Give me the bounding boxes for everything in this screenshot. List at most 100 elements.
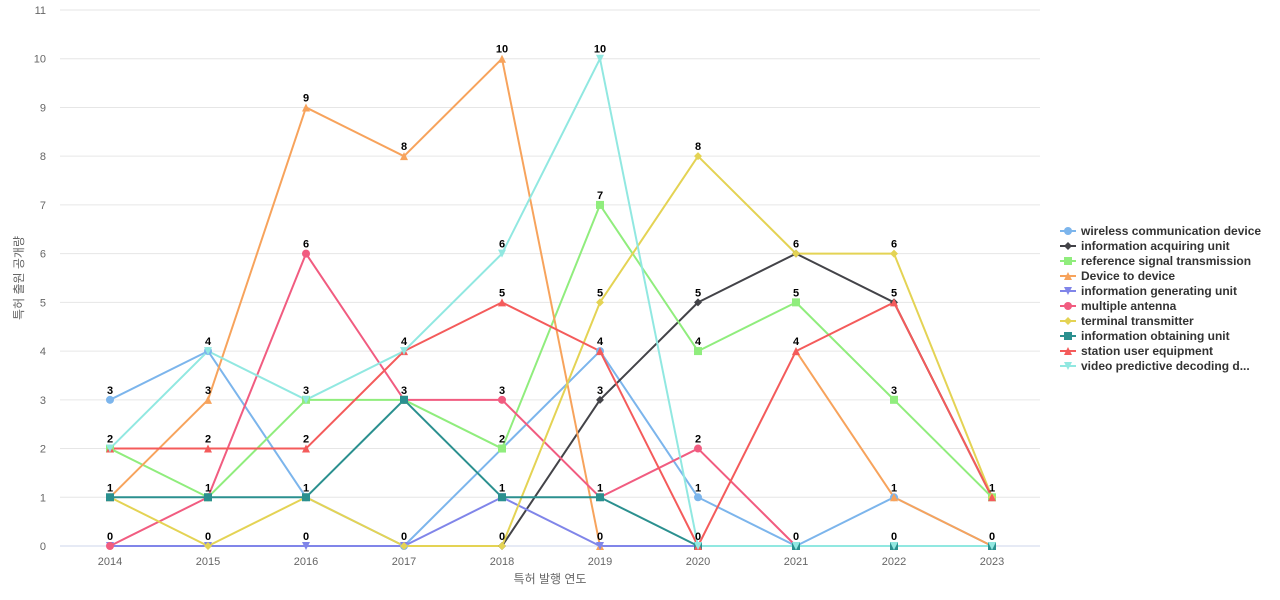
data-point: [204, 542, 212, 550]
y-tick-label: 9: [40, 102, 46, 114]
data-label: 8: [695, 141, 701, 153]
legend-label: multiple antenna: [1081, 299, 1177, 313]
data-label: 7: [597, 190, 603, 202]
data-label: 5: [695, 287, 701, 299]
data-label: 5: [793, 287, 799, 299]
series-markers: [106, 54, 996, 550]
legend-label: video predictive decoding d...: [1081, 359, 1250, 373]
data-point: [498, 444, 506, 453]
data-label: 1: [107, 482, 113, 494]
data-label: 10: [594, 44, 606, 56]
data-point: [988, 493, 996, 502]
data-point: [400, 395, 408, 404]
legend-label: reference signal transmission: [1081, 254, 1251, 268]
y-tick-label: 2: [40, 444, 46, 456]
y-tick-label: 7: [40, 200, 46, 212]
data-label: 6: [499, 239, 505, 251]
y-tick-label: 11: [35, 5, 46, 17]
data-label: 1: [989, 482, 995, 494]
data-point: [890, 493, 898, 502]
legend-marker: [1064, 272, 1072, 280]
data-label: 0: [793, 531, 799, 543]
data-label: 4: [793, 336, 800, 348]
data-label: 2: [107, 434, 113, 446]
x-tick-label: 2016: [294, 556, 318, 568]
legend-item[interactable]: terminal transmitter: [1060, 314, 1194, 328]
data-label: 0: [401, 531, 407, 543]
data-point: [302, 395, 310, 404]
legend-item[interactable]: Device to device: [1060, 269, 1175, 283]
data-label: 0: [597, 531, 603, 543]
y-axis-title: 특허 출원 공개량: [12, 236, 26, 320]
legend-marker: [1064, 227, 1072, 235]
data-point: [498, 298, 506, 307]
data-label: 10: [496, 44, 508, 56]
data-label: 1: [205, 482, 211, 494]
data-label: 3: [499, 385, 505, 397]
data-point: [204, 444, 212, 453]
data-point: [106, 493, 114, 502]
data-point: [890, 298, 898, 307]
data-point: [204, 395, 212, 404]
series-line: [109, 350, 993, 547]
data-label: 6: [303, 239, 309, 251]
data-point: [302, 103, 310, 112]
data-label: 2: [303, 434, 309, 446]
data-point: [204, 493, 212, 502]
data-point: [498, 542, 506, 550]
legend-marker: [1064, 332, 1072, 340]
data-label: 4: [597, 336, 604, 348]
y-tick-label: 4: [40, 346, 46, 358]
data-point: [792, 542, 800, 550]
data-point: [596, 347, 604, 356]
data-label: 3: [597, 385, 603, 397]
x-tick-label: 2015: [196, 556, 220, 568]
data-point: [596, 298, 604, 307]
x-axis-title: 특허 발행 연도: [514, 571, 587, 586]
data-label: 0: [499, 531, 505, 543]
data-label: 1: [891, 482, 897, 494]
series-lines: [109, 57, 993, 547]
data-point: [596, 395, 604, 404]
x-tick-label: 2021: [784, 556, 808, 568]
x-tick-label: 2017: [392, 556, 416, 568]
data-label: 3: [401, 385, 407, 397]
legend-label: wireless communication device: [1080, 224, 1261, 238]
x-tick-label: 2019: [588, 556, 612, 568]
legend-item[interactable]: video predictive decoding d...: [1060, 359, 1250, 373]
legend-item[interactable]: wireless communication device: [1060, 224, 1261, 238]
legend-marker: [1064, 242, 1072, 250]
data-point: [302, 493, 310, 502]
legend-label: Device to device: [1081, 269, 1175, 283]
data-label: 3: [303, 385, 309, 397]
legend-item[interactable]: information acquiring unit: [1060, 239, 1230, 253]
data-point: [498, 249, 506, 258]
legend-item[interactable]: multiple antenna: [1060, 299, 1177, 313]
data-label: 1: [499, 482, 505, 494]
legend-item[interactable]: station user equipment: [1060, 344, 1213, 358]
data-label: 1: [597, 482, 603, 494]
y-tick-label: 5: [40, 297, 46, 309]
data-point: [106, 542, 114, 550]
data-label: 6: [891, 239, 897, 251]
data-label: 1: [695, 482, 701, 494]
data-point: [302, 542, 310, 550]
data-label: 2: [205, 434, 211, 446]
data-point: [988, 542, 996, 550]
data-point: [890, 395, 898, 404]
legend-item[interactable]: reference signal transmission: [1060, 254, 1251, 268]
legend-item[interactable]: information obtaining unit: [1060, 329, 1230, 343]
legend-item[interactable]: information generating unit: [1060, 284, 1237, 298]
data-point: [694, 298, 702, 307]
data-label: 5: [499, 287, 505, 299]
x-tick-label: 2018: [490, 556, 514, 568]
data-point: [106, 395, 114, 404]
legend[interactable]: wireless communication deviceinformation…: [1060, 224, 1261, 373]
legend-label: information acquiring unit: [1081, 239, 1230, 253]
x-tick-label: 2020: [686, 556, 710, 568]
data-label: 3: [107, 385, 113, 397]
data-point: [694, 542, 702, 550]
data-point: [694, 444, 702, 453]
